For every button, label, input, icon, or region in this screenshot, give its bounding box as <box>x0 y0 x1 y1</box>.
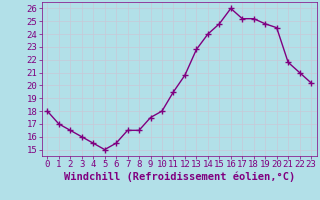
X-axis label: Windchill (Refroidissement éolien,°C): Windchill (Refroidissement éolien,°C) <box>64 172 295 182</box>
